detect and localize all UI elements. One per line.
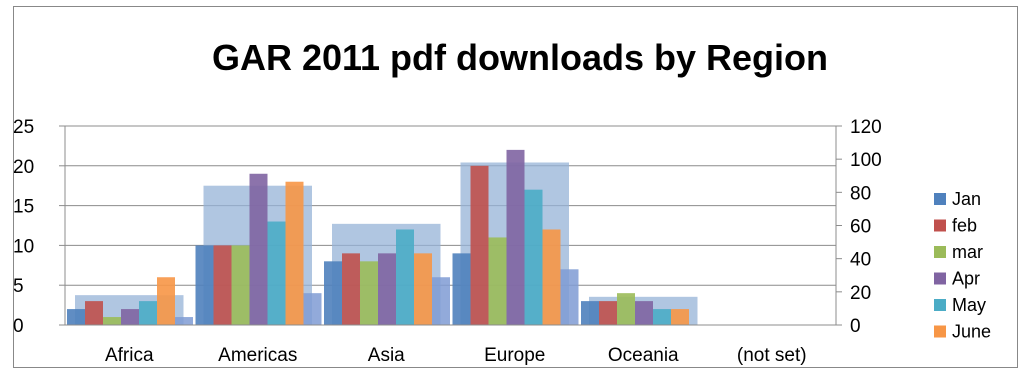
bar [414, 253, 432, 325]
bar [213, 245, 232, 325]
y2-tick-label: 40 [850, 250, 871, 271]
gridlines [65, 125, 836, 286]
y-tick-label: 25 [13, 117, 34, 138]
bar [396, 229, 414, 325]
x-tick-label: Asia [368, 345, 405, 366]
legend-label: feb [952, 216, 977, 236]
bar [103, 317, 121, 325]
axes: 0 5 10 15 20 25 0 20 40 60 80 100 120 Africa Americas A… [13, 117, 882, 366]
legend-label: May [952, 295, 986, 315]
bar [560, 269, 579, 325]
bars [67, 149, 689, 325]
y-tick-label: 10 [13, 236, 34, 257]
bar [506, 149, 525, 325]
y-tick-label: 20 [13, 157, 34, 178]
x-tick-label: (not set) [737, 345, 807, 366]
y2-tick-label: 80 [850, 183, 871, 204]
bar [432, 277, 450, 325]
bar [85, 301, 103, 325]
bar [285, 181, 304, 325]
legend-swatch [934, 219, 946, 232]
bar [249, 173, 268, 325]
bar [324, 261, 342, 325]
legend-swatch [934, 246, 946, 258]
bar [139, 301, 157, 325]
y-tick-label: 15 [13, 197, 34, 218]
bar [342, 253, 360, 325]
bar [360, 261, 378, 325]
bar [67, 309, 85, 325]
bar [267, 221, 286, 325]
bar [121, 309, 139, 325]
legend-label: June [952, 322, 991, 342]
bar [231, 245, 250, 325]
bar [488, 237, 507, 325]
bar [635, 301, 653, 325]
bar [617, 293, 635, 325]
y2-tick-label: 60 [850, 217, 871, 238]
x-tick-label: Oceania [608, 345, 679, 366]
bar [195, 245, 214, 325]
legend-label: mar [952, 242, 983, 262]
y-tick-label: 0 [13, 316, 24, 337]
y2-tick-label: 20 [850, 283, 871, 304]
bar [378, 253, 396, 325]
bar [599, 301, 617, 325]
bar [470, 165, 489, 325]
bar [524, 189, 543, 325]
legend-swatch [934, 325, 946, 338]
legend-swatch [934, 272, 946, 285]
legend: Jan feb mar Apr May June [934, 189, 991, 342]
bar [542, 229, 561, 325]
bar [653, 309, 671, 325]
y2-tick-label: 120 [850, 117, 882, 138]
bar [175, 317, 193, 325]
x-tick-label: Europe [484, 345, 545, 366]
chart-title: GAR 2011 pdf downloads by Region [212, 37, 828, 78]
legend-label: Apr [952, 269, 980, 289]
legend-label: Jan [952, 189, 981, 209]
bar [671, 309, 689, 325]
bar [303, 293, 322, 325]
y-tick-label: 5 [13, 276, 24, 297]
bar [581, 301, 599, 325]
chart-border [13, 6, 1018, 368]
x-tick-label: Americas [218, 345, 297, 366]
bar [452, 253, 471, 325]
y2-tick-label: 0 [850, 316, 861, 337]
y2-tick-label: 100 [850, 150, 882, 171]
x-tick-label: Africa [105, 345, 154, 366]
legend-swatch [934, 193, 946, 205]
legend-swatch [934, 299, 946, 311]
bar [157, 277, 175, 325]
